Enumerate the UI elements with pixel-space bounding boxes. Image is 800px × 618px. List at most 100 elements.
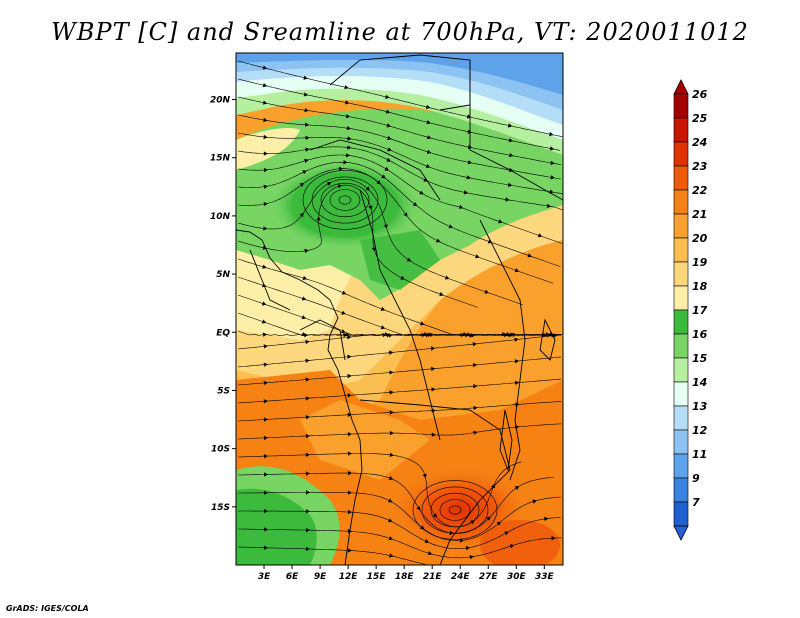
streamline-arrow — [263, 399, 268, 404]
streamline-arrow — [306, 490, 310, 495]
streamline-arrow — [419, 525, 425, 530]
colorbar-max-triangle — [673, 79, 689, 95]
colorbar-swatch — [673, 189, 689, 215]
field-23b — [480, 520, 560, 565]
streamline-arrow — [264, 527, 268, 532]
border-north — [329, 54, 471, 111]
streamline-arrow — [347, 335, 352, 340]
streamline-arrow — [263, 454, 268, 459]
streamline-arrow — [431, 432, 436, 437]
streamline-arrow — [486, 516, 491, 521]
lat-tick-label: 5S — [217, 386, 230, 396]
streamline-arrow — [514, 486, 520, 491]
streamline-arrow — [514, 359, 519, 364]
streamline-arrow — [430, 346, 436, 351]
streamline — [237, 161, 561, 267]
colorbar-swatch — [673, 309, 689, 335]
streamline-arrow — [386, 123, 392, 128]
streamline-arrow — [380, 325, 386, 330]
lon-tick-label: 30E — [507, 572, 527, 582]
streamline-arrow — [263, 117, 268, 123]
streamline-arrow — [508, 138, 514, 143]
colorbar-min-triangle — [673, 525, 689, 541]
streamline-arrow — [305, 415, 310, 420]
streamline-arrow — [305, 122, 310, 127]
lon-axis: 3E 6E 9E 12E 15E 18E 21E 24E 27E 30E 33E — [258, 565, 555, 582]
streamline-arrow — [263, 435, 268, 441]
field-11 — [236, 53, 563, 95]
streamline-arrow — [429, 332, 435, 337]
streamline-arrow — [365, 186, 370, 191]
streamline-arrow — [262, 83, 268, 88]
streamline-arrow — [263, 226, 268, 231]
streamline-arrow — [263, 151, 268, 156]
field-17b — [360, 230, 440, 290]
streamline-arrow — [263, 167, 268, 173]
streamline-arrow — [424, 539, 430, 543]
streamline-arrow — [299, 212, 304, 218]
streamline-arrow — [400, 275, 405, 280]
streamline-arrow — [302, 170, 307, 175]
streamline-arrow — [263, 380, 268, 386]
streamline — [237, 453, 522, 528]
lon-tick-label: 24E — [451, 572, 471, 582]
colorbar-label: 21 — [692, 208, 707, 221]
streamline-arrow — [263, 134, 268, 140]
streamline-arrow — [509, 153, 514, 158]
streamline-arrow — [403, 212, 408, 217]
colorbar-label: 26 — [692, 88, 708, 101]
streamline — [237, 78, 561, 151]
streamline-arrow — [448, 224, 454, 229]
vortex-ring — [302, 170, 388, 230]
colorbar-swatch — [673, 285, 689, 311]
colorbar-swatch — [673, 261, 689, 287]
streamline-arrow — [261, 301, 267, 306]
streamline-arrow — [304, 108, 309, 113]
streamline-arrow — [473, 384, 478, 389]
streamline-arrow — [509, 167, 514, 173]
streamline-arrow — [301, 315, 307, 320]
streamline-arrow — [348, 470, 352, 476]
coastline-west — [236, 229, 363, 565]
streamline-arrow — [388, 536, 394, 541]
streamline-arrow — [263, 545, 268, 550]
lon-tick-label: 3E — [258, 572, 271, 582]
streamline-arrow — [346, 126, 352, 131]
vortex-ring — [329, 189, 361, 211]
streamline-arrow — [426, 120, 431, 125]
streamline-arrow — [305, 433, 310, 439]
map-field — [236, 53, 563, 565]
streamline-arrow — [416, 506, 421, 511]
streamline-arrow — [343, 160, 348, 165]
border-sahel — [309, 139, 441, 201]
streamline-arrow — [473, 363, 478, 368]
vortex-ring — [439, 499, 471, 521]
streamline-arrow — [264, 472, 268, 477]
streamline-arrow — [549, 146, 555, 151]
streamline-arrow — [347, 145, 352, 150]
streamline-arrow — [380, 306, 386, 311]
streamline-arrow — [426, 104, 431, 110]
colorbar-label: 18 — [692, 280, 708, 293]
streamline-arrow — [347, 432, 352, 437]
streamline-arrow — [261, 319, 267, 324]
vortex-ring — [320, 182, 370, 218]
streamline-arrow — [439, 291, 444, 297]
streamline-arrow — [507, 123, 513, 128]
field-17-vortex — [270, 160, 420, 250]
streamline-arrow — [347, 393, 352, 398]
streamline-arrow — [546, 203, 552, 208]
streamline — [237, 114, 561, 180]
lon-tick-label: 33E — [535, 572, 555, 582]
streamline-arrow — [306, 527, 310, 533]
lat-tick-label: EQ — [216, 328, 230, 338]
streamline-arrow — [389, 553, 394, 558]
streamline-arrow — [345, 153, 351, 158]
streamline-arrow — [422, 473, 427, 479]
streamline-arrow — [551, 536, 556, 541]
colorbar-label: 7 — [692, 496, 700, 509]
streamline-arrow — [419, 190, 424, 195]
vortex-ring — [311, 176, 379, 224]
country-borders — [236, 54, 563, 565]
streamline-arrow — [387, 135, 392, 140]
